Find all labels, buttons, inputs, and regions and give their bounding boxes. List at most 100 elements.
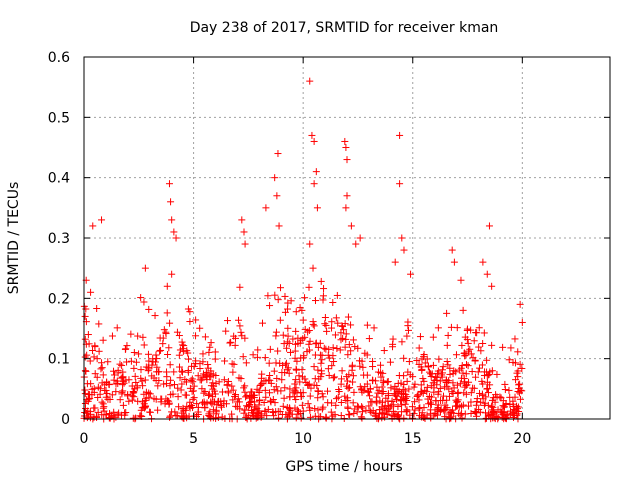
data-point xyxy=(372,377,380,385)
data-point xyxy=(396,180,404,188)
data-point xyxy=(444,331,452,339)
data-point xyxy=(343,156,351,164)
data-point xyxy=(163,368,171,376)
data-point xyxy=(146,390,154,398)
data-point xyxy=(483,270,491,278)
data-point xyxy=(398,401,406,409)
data-point xyxy=(464,339,472,347)
data-point xyxy=(358,414,366,422)
data-point xyxy=(457,374,465,382)
data-point xyxy=(296,339,304,347)
data-point xyxy=(317,277,325,285)
data-point xyxy=(166,319,174,327)
data-point xyxy=(212,372,220,380)
data-point xyxy=(342,330,350,338)
data-point xyxy=(306,404,314,412)
data-point xyxy=(363,371,371,379)
data-point xyxy=(467,326,475,334)
data-point xyxy=(377,361,385,369)
data-point xyxy=(427,399,435,407)
data-point xyxy=(310,180,318,188)
data-point xyxy=(281,384,289,392)
data-point xyxy=(108,391,116,399)
data-point xyxy=(438,373,446,381)
data-point xyxy=(279,402,287,410)
data-point xyxy=(472,401,480,409)
data-point xyxy=(501,414,509,422)
data-point xyxy=(266,371,274,379)
data-point xyxy=(179,405,187,413)
data-point xyxy=(253,353,261,361)
data-point xyxy=(364,387,372,395)
data-point xyxy=(283,344,291,352)
data-point xyxy=(461,378,469,386)
data-point xyxy=(192,332,200,340)
data-point xyxy=(232,391,240,399)
data-point xyxy=(286,410,294,418)
data-point xyxy=(344,404,352,412)
data-point xyxy=(238,216,246,224)
data-point xyxy=(262,204,270,212)
data-point xyxy=(325,371,333,379)
data-point xyxy=(329,374,337,382)
data-point xyxy=(401,400,409,408)
data-point xyxy=(501,380,509,388)
data-point xyxy=(380,347,388,355)
data-point xyxy=(226,339,234,347)
data-point xyxy=(458,341,466,349)
data-point xyxy=(152,377,160,385)
data-point xyxy=(81,408,89,416)
data-point xyxy=(310,363,318,371)
data-point xyxy=(250,398,258,406)
data-point xyxy=(165,344,173,352)
data-point xyxy=(338,322,346,330)
data-point xyxy=(456,380,464,388)
data-point xyxy=(318,370,326,378)
data-point xyxy=(321,314,329,322)
data-point xyxy=(448,246,456,254)
data-point xyxy=(379,369,387,377)
data-point xyxy=(398,408,406,416)
data-point xyxy=(435,388,443,396)
data-point xyxy=(179,345,187,353)
data-point xyxy=(272,328,280,336)
data-point xyxy=(332,401,340,409)
data-point xyxy=(305,380,313,388)
data-point xyxy=(443,357,451,365)
y-tick-label: 0.1 xyxy=(48,352,70,368)
data-point xyxy=(95,347,103,355)
data-point xyxy=(291,404,299,412)
data-point xyxy=(283,366,291,374)
data-point xyxy=(440,406,448,414)
data-point xyxy=(211,355,219,363)
data-point xyxy=(139,398,147,406)
data-point xyxy=(108,412,116,420)
y-tick-label: 0.3 xyxy=(48,231,70,247)
grid xyxy=(84,57,610,419)
data-point xyxy=(343,373,351,381)
data-point xyxy=(403,406,411,414)
data-point xyxy=(141,264,149,272)
data-point xyxy=(196,324,204,332)
data-point xyxy=(380,410,388,418)
data-point xyxy=(138,377,146,385)
data-point xyxy=(159,340,167,348)
data-point xyxy=(416,333,424,341)
data-point xyxy=(446,370,454,378)
data-point xyxy=(285,339,293,347)
data-point xyxy=(434,324,442,332)
data-point xyxy=(369,357,377,365)
data-point xyxy=(467,350,475,358)
data-point xyxy=(399,385,407,393)
data-point xyxy=(440,406,448,414)
data-point xyxy=(186,318,194,326)
data-point xyxy=(367,398,375,406)
data-point xyxy=(280,394,288,402)
data-point xyxy=(174,384,182,392)
data-point xyxy=(507,344,515,352)
data-point xyxy=(397,379,405,387)
data-point xyxy=(318,405,326,413)
data-point xyxy=(148,361,156,369)
data-point xyxy=(200,389,208,397)
data-point xyxy=(446,414,454,422)
